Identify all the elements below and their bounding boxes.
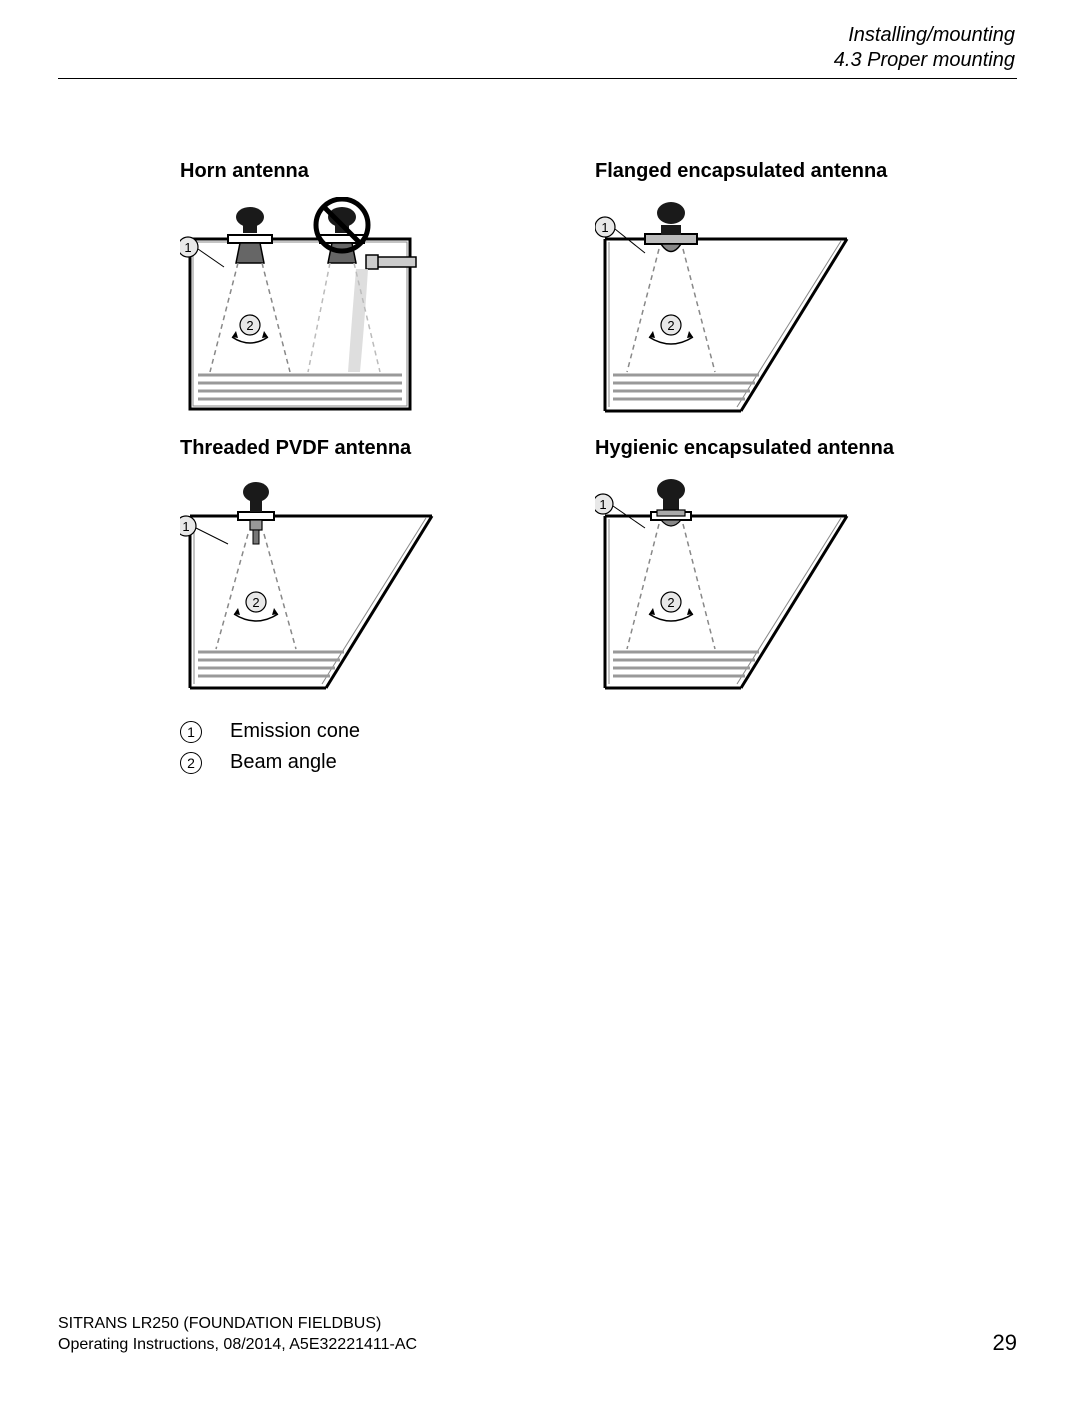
svg-text:1: 1: [599, 497, 606, 512]
title-pvdf: Threaded PVDF antenna: [180, 437, 505, 460]
svg-text:1: 1: [182, 519, 189, 534]
legend-marker-1: 1: [180, 721, 202, 743]
svg-text:2: 2: [667, 595, 674, 610]
svg-text:1: 1: [184, 240, 191, 255]
cell-hygienic: Hygienic encapsulated antenna: [595, 437, 920, 694]
page-number: 29: [993, 1330, 1017, 1356]
legend: 1 Emission cone 2 Beam angle: [180, 720, 920, 774]
legend-row-2: 2 Beam angle: [180, 751, 920, 774]
figure-flanged: 2 1: [595, 197, 875, 417]
cell-pvdf: Threaded PVDF antenna: [180, 437, 505, 694]
legend-row-1: 1 Emission cone: [180, 720, 920, 743]
cell-horn: Horn antenna: [180, 160, 505, 417]
footer: SITRANS LR250 (FOUNDATION FIELDBUS) Oper…: [58, 1313, 1017, 1356]
cell-flanged: Flanged encapsulated antenna: [595, 160, 920, 417]
figure-horn: 2 1: [180, 197, 460, 417]
title-horn: Horn antenna: [180, 160, 505, 183]
footer-line1: SITRANS LR250 (FOUNDATION FIELDBUS): [58, 1313, 417, 1335]
svg-text:2: 2: [252, 595, 259, 610]
title-hygienic: Hygienic encapsulated antenna: [595, 437, 920, 460]
figure-hygienic: 2 1: [595, 474, 875, 694]
figure-pvdf: 2 1: [180, 474, 460, 694]
svg-text:1: 1: [601, 220, 608, 235]
header-rule: [58, 78, 1017, 79]
header-section: 4.3 Proper mounting: [834, 49, 1015, 72]
legend-text-2: Beam angle: [230, 751, 337, 774]
footer-line2: Operating Instructions, 08/2014, A5E3222…: [58, 1334, 417, 1356]
content: Horn antenna: [180, 160, 920, 782]
svg-text:2: 2: [246, 318, 253, 333]
legend-marker-2: 2: [180, 752, 202, 774]
header-chapter: Installing/mounting: [834, 24, 1015, 47]
legend-text-1: Emission cone: [230, 720, 360, 743]
svg-text:2: 2: [667, 318, 674, 333]
title-flanged: Flanged encapsulated antenna: [595, 160, 920, 183]
